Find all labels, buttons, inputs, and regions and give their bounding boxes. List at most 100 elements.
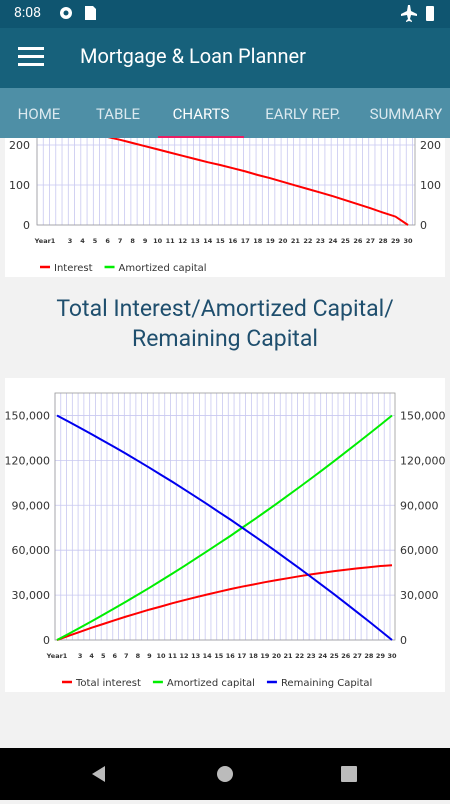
y-tick-label: 30,000	[400, 589, 439, 602]
x-tick-label: 15	[214, 652, 224, 660]
x-tick-label: 28	[378, 237, 388, 245]
series-line	[56, 414, 393, 641]
section-title-line: Total Interest/Amortized Capital/	[56, 295, 394, 322]
y-tick-label: 60,000	[400, 544, 439, 557]
series-line	[56, 414, 393, 641]
x-tick-label: 19	[260, 652, 270, 660]
plot-frame	[54, 392, 396, 641]
x-tick-label: 15	[216, 237, 226, 245]
y-tick-label: 120,000	[5, 454, 51, 467]
x-tick-label: 13	[191, 237, 200, 245]
x-tick-label: 5	[101, 652, 106, 660]
tab-bar: HOME TABLE CHARTS EARLY REP. SUMMARY	[0, 88, 450, 138]
x-tick-label: 12	[180, 652, 189, 660]
x-tick-label: 13	[191, 652, 200, 660]
app-title: Mortgage & Loan Planner	[80, 44, 306, 68]
x-tick-label: 19	[266, 237, 276, 245]
x-tick-label: 9	[143, 237, 148, 245]
x-tick-label: 20	[272, 652, 282, 660]
x-tick-label: 28	[364, 652, 374, 660]
section-title-line: Remaining Capital	[132, 325, 318, 352]
x-tick-label: 23	[316, 237, 325, 245]
x-tick-label: 25	[330, 652, 340, 660]
menu-button[interactable]	[18, 46, 48, 70]
x-tick-label: 9	[147, 652, 152, 660]
y-tick-label: 90,000	[12, 499, 51, 512]
nav-bar	[0, 748, 450, 800]
x-tick-label: 22	[303, 237, 312, 245]
x-tick-label: 14	[203, 237, 213, 245]
y-tick-label: 100	[420, 179, 441, 192]
x-tick-label: 3	[68, 237, 73, 245]
legend-label: Total interest	[75, 678, 141, 689]
x-tick-label: 30	[387, 652, 397, 660]
recents-button[interactable]	[341, 766, 357, 782]
x-tick-label: 8	[136, 652, 141, 660]
x-tick-label: 10	[153, 237, 163, 245]
app-bar: Mortgage & Loan Planner	[0, 28, 450, 88]
section-title: Total Interest/Amortized Capital/ Remain…	[0, 294, 450, 354]
y-tick-label: 120,000	[400, 454, 446, 467]
x-tick-label: 22	[295, 652, 304, 660]
legend-label: Interest	[54, 263, 93, 274]
back-button[interactable]	[92, 766, 105, 782]
x-tick-label: 29	[376, 652, 386, 660]
x-tick-label: 7	[118, 237, 123, 245]
x-tick-label: 18	[249, 652, 259, 660]
x-tick-label: 26	[353, 237, 363, 245]
x-tick-label: 25	[341, 237, 351, 245]
x-tick-label: 21	[291, 237, 301, 245]
x-tick-label: 4	[80, 237, 85, 245]
tab[interactable]: SUMMARY	[369, 105, 443, 123]
x-tick-label: 23	[307, 652, 316, 660]
x-tick-label: 11	[168, 652, 178, 660]
x-tick-label: 27	[366, 237, 375, 245]
x-tick-label: 21	[284, 652, 294, 660]
x-tick-label: 29	[391, 237, 401, 245]
nav-buttons	[92, 766, 357, 782]
legend-label: Amortized capital	[167, 678, 255, 689]
x-tick-label: 20	[278, 237, 288, 245]
x-tick-label: 16	[228, 237, 238, 245]
x-tick-label: 26	[341, 652, 351, 660]
tab[interactable]: HOME	[17, 105, 61, 123]
y-tick-label: 200	[9, 139, 30, 152]
x-tick-label: 17	[241, 237, 250, 245]
y-tick-label: 200	[420, 139, 441, 152]
x-tick-label: 10	[156, 652, 166, 660]
x-tick-label: 14	[203, 652, 213, 660]
y-tick-label: 0	[400, 634, 407, 647]
y-tick-label: 30,000	[12, 589, 51, 602]
home-button[interactable]	[217, 766, 233, 782]
x-tick-label: 24	[328, 237, 338, 245]
tab[interactable]: CHARTS	[158, 88, 244, 138]
legend-label: Remaining Capital	[281, 678, 372, 689]
status-icons	[60, 5, 434, 22]
y-tick-label: 90,000	[400, 499, 439, 512]
tab[interactable]: EARLY REP.	[265, 105, 341, 123]
content: 0 0 100 100 200 200 Year1 3 4 5 6 7 8 9 10 11 12 13 14 15 16…	[0, 138, 450, 748]
tab[interactable]: TABLE	[95, 105, 141, 123]
x-tick-label: 3	[78, 652, 83, 660]
x-tick-label: 6	[112, 652, 117, 660]
x-tick-label: 11	[166, 237, 176, 245]
y-tick-label: 100	[9, 179, 30, 192]
status-bar: 8:08	[0, 0, 450, 28]
x-tick-label: 17	[237, 652, 246, 660]
plot-frame	[36, 138, 416, 226]
y-tick-label: 0	[23, 219, 30, 232]
x-tick-label: 30	[403, 237, 413, 245]
x-tick-label: 5	[93, 237, 98, 245]
x-tick-label: 6	[105, 237, 110, 245]
x-tick-label: 27	[353, 652, 362, 660]
x-tick-label: 7	[124, 652, 129, 660]
y-tick-label: 150,000	[5, 409, 51, 422]
series-line	[107, 138, 409, 226]
x-tick-label: 16	[226, 652, 236, 660]
x-tick-label: 8	[130, 237, 135, 245]
x-tick-label: 18	[253, 237, 263, 245]
x-tick-label: Year1	[34, 237, 56, 245]
y-tick-label: 0	[43, 634, 50, 647]
